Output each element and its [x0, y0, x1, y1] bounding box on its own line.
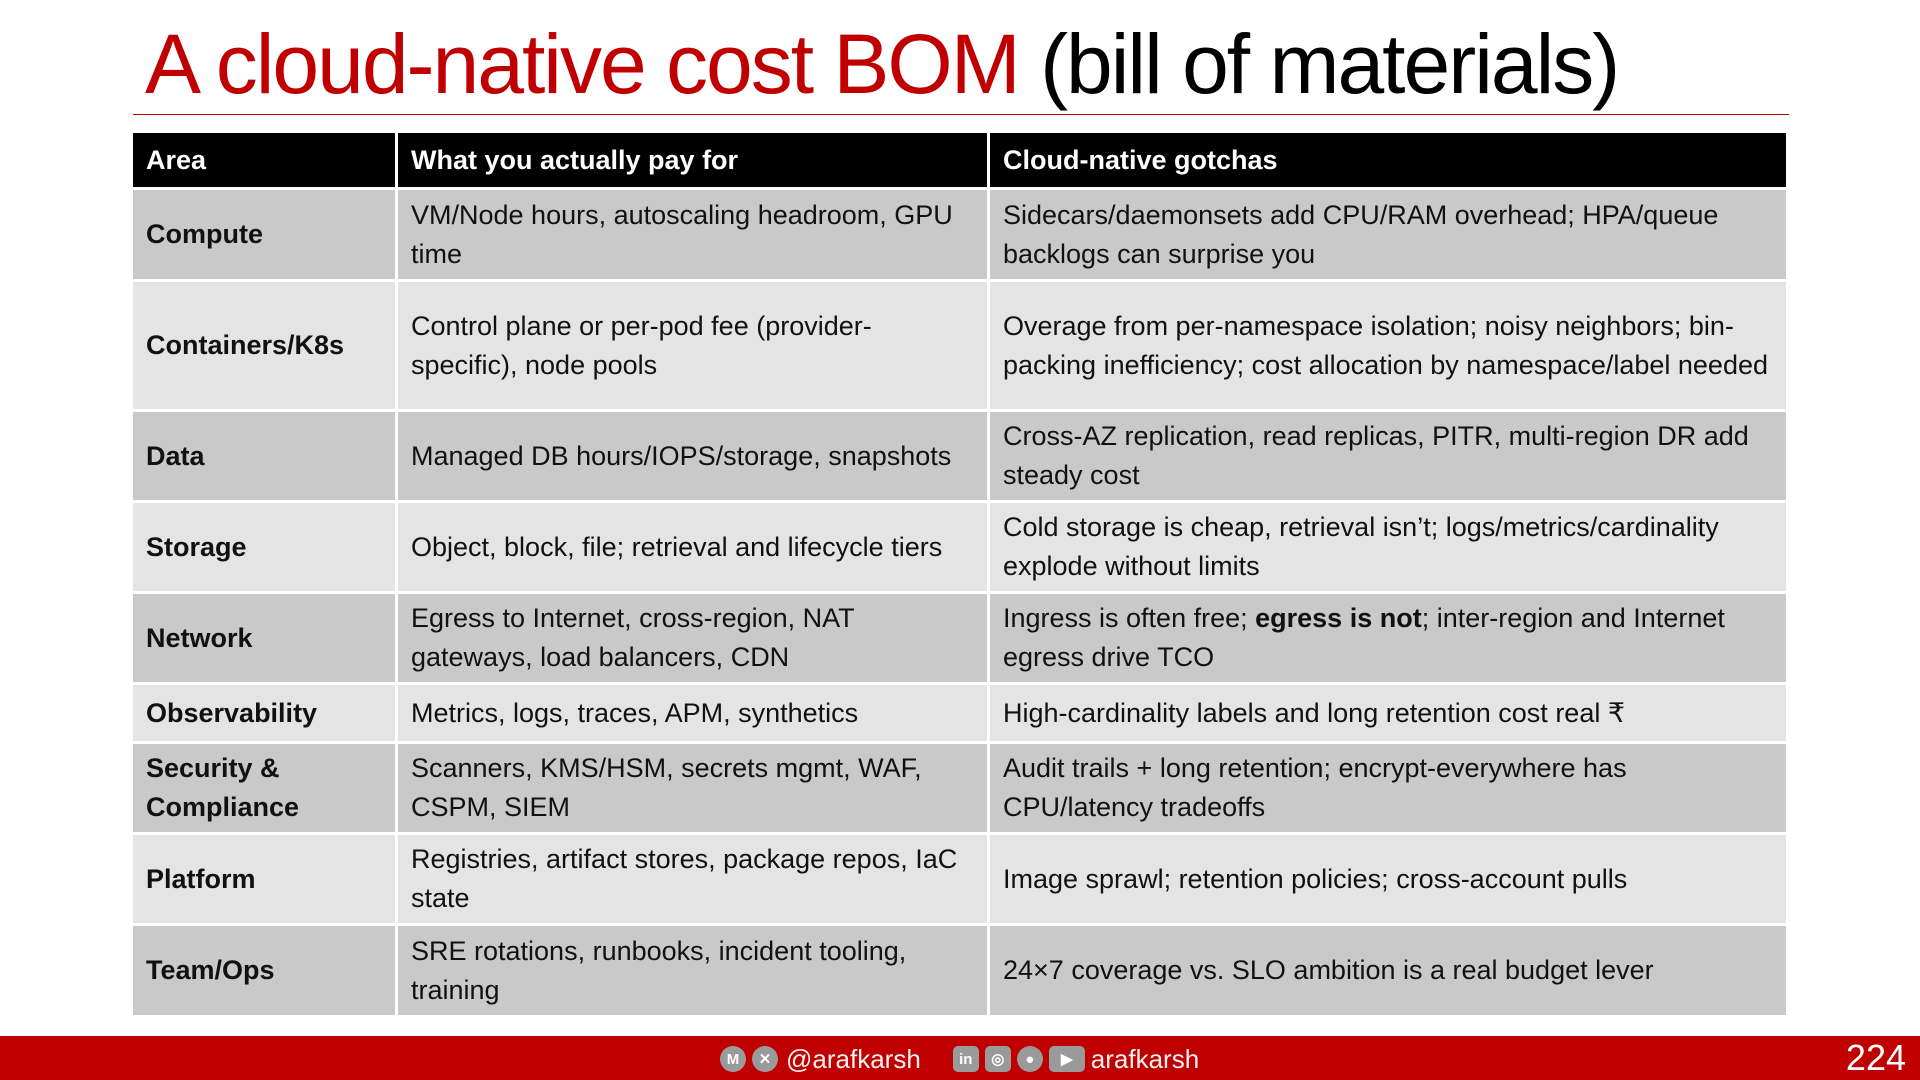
table-row: Network Egress to Internet, cross-region… — [130, 591, 1789, 685]
gotcha-cell: Cold storage is cheap, retrieval isn’t; … — [987, 500, 1789, 594]
youtube-icon[interactable]: ▶ — [1048, 1046, 1085, 1072]
table-row: Data Managed DB hours/IOPS/storage, snap… — [130, 409, 1789, 503]
social-handle[interactable]: @arafkarsh — [786, 1043, 921, 1074]
area-cell: Compute — [130, 187, 398, 282]
pay-for-cell: Registries, artifact stores, package rep… — [395, 832, 990, 926]
gotcha-cell: High-cardinality labels and long retenti… — [987, 682, 1789, 744]
gotcha-cell: Sidecars/daemonsets add CPU/RAM overhead… — [987, 187, 1789, 282]
page-number: 224 — [1845, 1037, 1906, 1078]
pay-for-cell: SRE rotations, runbooks, incident toolin… — [395, 923, 990, 1018]
slide-title-main: A cloud-native cost BOM — [145, 17, 1021, 111]
social-username[interactable]: arafkarsh — [1090, 1043, 1200, 1074]
header-area: Area — [130, 130, 398, 190]
gotcha-cell: Image sprawl; retention policies; cross-… — [987, 832, 1789, 926]
medium-icon[interactable]: M — [720, 1046, 746, 1072]
area-cell: Observability — [130, 682, 398, 744]
area-cell: Security & Compliance — [130, 741, 398, 835]
pay-for-cell: Managed DB hours/IOPS/storage, snapshots — [395, 409, 990, 503]
gotcha-text-post: ; inter-region and Internet egress drive… — [1003, 603, 1725, 672]
pay-for-cell: Scanners, KMS/HSM, secrets mgmt, WAF, CS… — [395, 741, 990, 835]
area-cell: Network — [130, 591, 398, 685]
pay-for-cell: VM/Node hours, autoscaling headroom, GPU… — [395, 187, 990, 282]
social-links: M ✕ @arafkarsh in ◎ ● ▶ arafkarsh — [720, 1042, 1199, 1076]
pay-for-cell: Control plane or per-pod fee (provider-s… — [395, 279, 990, 412]
gotcha-text-bold: egress is not — [1255, 603, 1422, 633]
pay-for-cell: Egress to Internet, cross-region, NAT ga… — [395, 591, 990, 685]
gotcha-cell: Overage from per-namespace isolation; no… — [987, 279, 1789, 412]
x-icon[interactable]: ✕ — [752, 1046, 778, 1072]
pay-for-cell: Object, block, file; retrieval and lifec… — [395, 500, 990, 594]
linkedin-icon[interactable]: in — [952, 1046, 979, 1072]
area-cell: Platform — [130, 832, 398, 926]
area-cell: Containers/K8s — [130, 279, 398, 412]
table-row: Platform Registries, artifact stores, pa… — [130, 832, 1789, 926]
title-divider — [133, 114, 1789, 115]
area-cell: Data — [130, 409, 398, 503]
slide-title-paren: (bill of materials) — [1040, 17, 1620, 111]
gotcha-cell: Cross-AZ replication, read replicas, PIT… — [987, 409, 1789, 503]
pay-for-cell: Metrics, logs, traces, APM, synthetics — [395, 682, 990, 744]
gotcha-text-pre: Ingress is often free; — [1003, 603, 1256, 633]
table-row: Security & Compliance Scanners, KMS/HSM,… — [130, 741, 1789, 835]
area-cell: Team/Ops — [130, 923, 398, 1018]
table-row: Containers/K8s Control plane or per-pod … — [130, 279, 1789, 412]
table-row: Observability Metrics, logs, traces, APM… — [130, 682, 1789, 744]
table-row: Compute VM/Node hours, autoscaling headr… — [130, 187, 1789, 282]
gotcha-cell: Audit trails + long retention; encrypt-e… — [987, 741, 1789, 835]
gotcha-cell: Ingress is often free; egress is not; in… — [987, 591, 1789, 685]
slide-title: A cloud-native cost BOM (bill of materia… — [145, 14, 1620, 114]
header-pay-for: What you actually pay for — [395, 130, 990, 190]
table-header-row: Area What you actually pay for Cloud-nat… — [130, 130, 1789, 190]
area-cell: Storage — [130, 500, 398, 594]
github-icon[interactable]: ● — [1016, 1046, 1043, 1072]
instagram-icon[interactable]: ◎ — [984, 1046, 1011, 1072]
gotcha-cell: 24×7 coverage vs. SLO ambition is a real… — [987, 923, 1789, 1018]
table-row: Storage Object, block, file; retrieval a… — [130, 500, 1789, 594]
header-gotchas: Cloud-native gotchas — [987, 130, 1789, 190]
table-row: Team/Ops SRE rotations, runbooks, incide… — [130, 923, 1789, 1018]
cost-bom-table: Area What you actually pay for Cloud-nat… — [130, 130, 1789, 1018]
